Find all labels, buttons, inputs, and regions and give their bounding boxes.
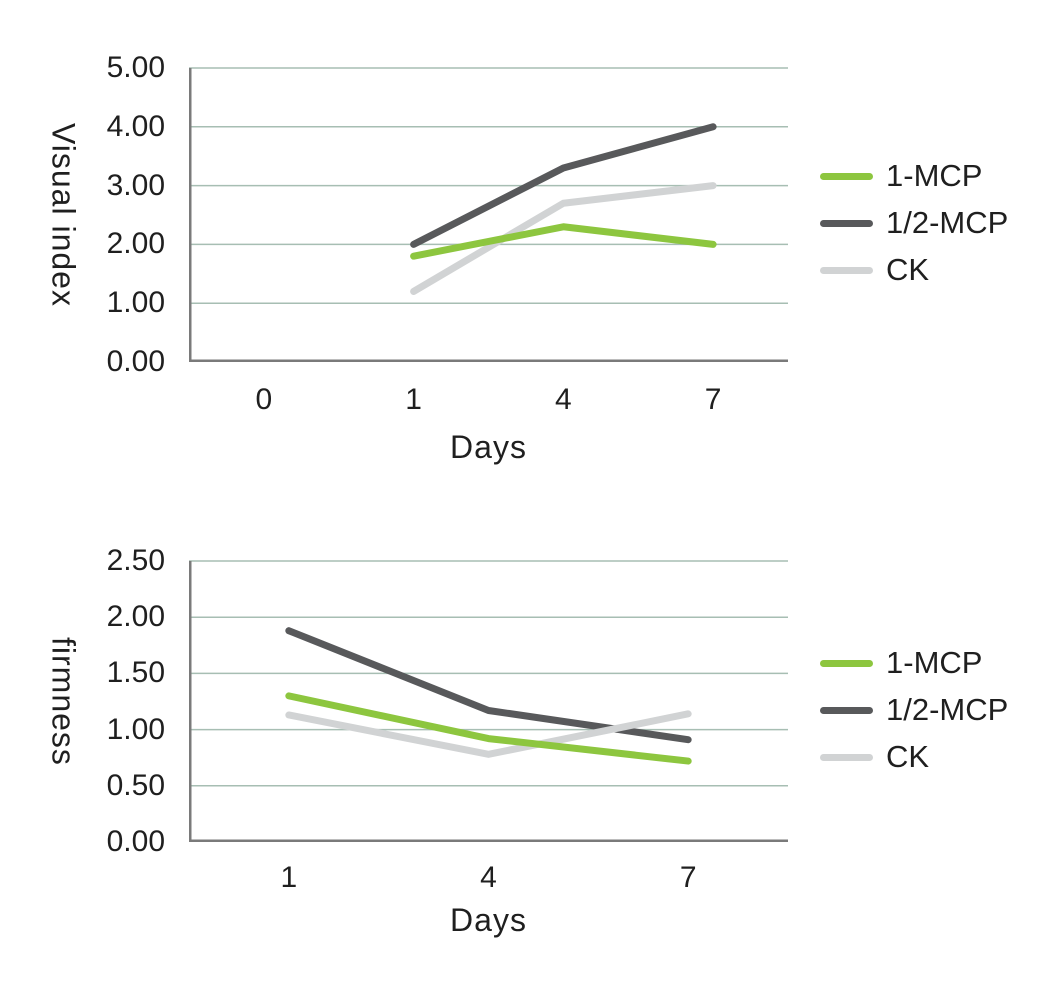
legend-label-ck: CK: [886, 739, 930, 774]
y-tick-label: 4.00: [106, 109, 165, 143]
legend-label-1-2-mcp: 1/2-MCP: [886, 692, 1009, 727]
x-tick-label: 4: [480, 861, 497, 894]
legend-item-1-2-mcp: 1/2-MCP: [820, 205, 1009, 240]
legend-label-1-2-mcp: 1/2-MCP: [886, 205, 1009, 240]
y-tick-label: 2.00: [106, 227, 165, 261]
legend-swatch-1-2-mcp: [820, 706, 873, 714]
y-tick-label: 0.00: [106, 825, 165, 858]
y-tick-label: 0.50: [106, 768, 165, 802]
plot-area: [189, 560, 788, 842]
legend-item-ck: CK: [820, 739, 1008, 774]
plot-area: [189, 67, 788, 362]
legend-label-1-mcp: 1-MCP: [886, 158, 983, 193]
legend-swatch-ck: [820, 753, 873, 761]
x-tick-label: 1: [280, 861, 298, 894]
series-line-1-mcp: [410, 223, 717, 260]
y-axis-title: firmness: [38, 561, 88, 842]
x-tick-label: 1: [405, 383, 422, 416]
y-tick-label: 1.00: [106, 712, 165, 746]
legend-item-1-mcp: 1-MCP: [820, 158, 1008, 193]
x-tick-label: 0: [255, 383, 273, 416]
y-tick-label: 5.00: [106, 51, 165, 84]
legend-item-1-2-mcp: 1/2-MCP: [820, 692, 1009, 727]
x-tick-label: 7: [704, 383, 722, 416]
legend-swatch-ck: [820, 266, 873, 274]
series-line-ck: [410, 182, 717, 295]
series-line-ck: [285, 710, 692, 758]
legend: 1-MCP 1/2-MCP CK: [820, 645, 1009, 774]
y-axis-title-text: Visual index: [45, 123, 82, 307]
y-tick-label: 1.50: [106, 656, 165, 690]
legend-swatch-1-mcp: [820, 172, 873, 180]
legend-item-1-mcp: 1-MCP: [820, 645, 1008, 680]
y-axis-title: Visual index: [38, 68, 88, 362]
legend-item-ck: CK: [820, 252, 1008, 287]
legend-label-1-mcp: 1-MCP: [886, 645, 983, 680]
series-line-1-mcp: [285, 692, 692, 765]
y-tick-label: 3.00: [106, 168, 165, 202]
x-axis-title: Days: [450, 429, 527, 465]
x-axis-title: Days: [450, 902, 527, 938]
x-tick-label: 7: [679, 861, 697, 894]
y-tick-label: 0.00: [106, 345, 165, 378]
x-tick-label: 4: [555, 383, 572, 416]
series-line-1-2-mcp: [410, 123, 717, 248]
legend: 1-MCP 1/2-MCP CK: [820, 158, 1009, 287]
legend-swatch-1-mcp: [820, 659, 873, 667]
y-tick-label: 2.00: [106, 600, 165, 634]
legend-swatch-1-2-mcp: [820, 219, 873, 227]
y-tick-label: 1.00: [106, 286, 165, 320]
legend-label-ck: CK: [886, 252, 930, 287]
y-tick-label: 2.50: [106, 544, 165, 577]
y-axis-title-text: firmness: [45, 637, 82, 766]
